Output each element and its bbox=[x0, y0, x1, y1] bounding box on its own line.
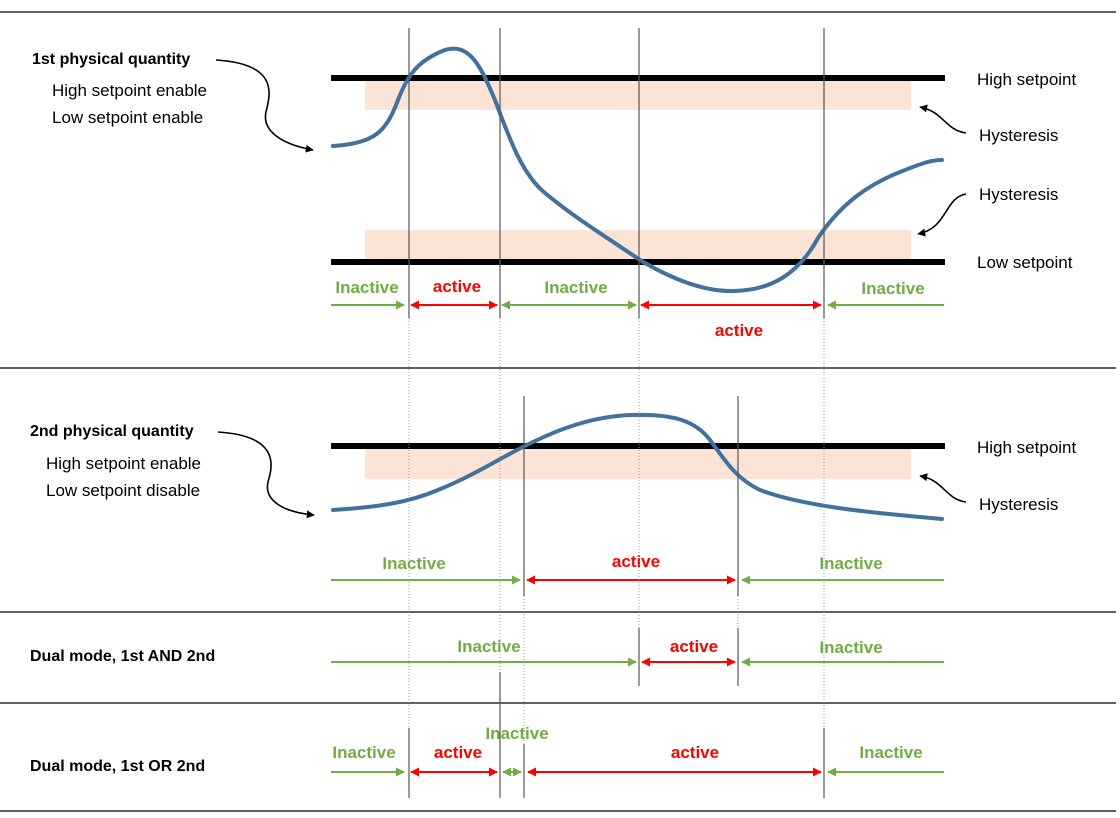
q2-line-1: High setpoint enable bbox=[46, 454, 201, 473]
panel-1st-quantity: 1st physical quantity High setpoint enab… bbox=[32, 46, 1077, 340]
transition-markers bbox=[408, 28, 825, 798]
or-state-label-1: Inactive bbox=[332, 743, 395, 762]
q2-state-label-2: active bbox=[612, 552, 660, 571]
panel-dividers bbox=[0, 11, 1116, 812]
and-title: Dual mode, 1st AND 2nd bbox=[30, 648, 215, 665]
or-state-label-3: Inactive bbox=[485, 724, 548, 743]
q2-callout-arrow bbox=[217, 431, 315, 519]
q1-title: 1st physical quantity bbox=[32, 51, 190, 68]
q1-state-label-2: active bbox=[433, 277, 481, 296]
or-state-label-4: active bbox=[671, 743, 719, 762]
q1-callout-arrow bbox=[215, 59, 314, 153]
q1-state-label-3: Inactive bbox=[544, 278, 607, 297]
q1-low-hysteresis-label: Hysteresis bbox=[979, 185, 1058, 204]
q1-high-setpoint-label: High setpoint bbox=[977, 70, 1077, 89]
q1-state-label-4: active bbox=[715, 321, 763, 340]
and-state-label-3: Inactive bbox=[819, 638, 882, 657]
q2-state-label-1: Inactive bbox=[382, 554, 445, 573]
high-hysteresis-band bbox=[365, 78, 911, 110]
q2-line-2: Low setpoint disable bbox=[46, 481, 200, 500]
q1-line-2: Low setpoint enable bbox=[52, 108, 203, 127]
and-state-label-1: Inactive bbox=[457, 637, 520, 656]
quantity-1-curve bbox=[331, 46, 944, 294]
quantity-2-curve bbox=[331, 412, 944, 521]
q2-title: 2nd physical quantity bbox=[30, 423, 194, 440]
and-state-label-2: active bbox=[670, 637, 718, 656]
q2-hysteresis-label: Hysteresis bbox=[979, 495, 1058, 514]
high-hysteresis-pointer bbox=[919, 104, 967, 134]
or-state-label-2: active bbox=[434, 743, 482, 762]
panel-dual-and: Dual mode, 1st AND 2nd Inactive active I… bbox=[30, 637, 944, 667]
q2-hysteresis-band bbox=[365, 447, 911, 479]
panel-2nd-quantity: 2nd physical quantity High setpoint enab… bbox=[30, 412, 1077, 585]
q1-state-label-5: Inactive bbox=[861, 279, 924, 298]
or-title: Dual mode, 1st OR 2nd bbox=[30, 758, 205, 775]
q2-hysteresis-pointer bbox=[919, 473, 967, 503]
q1-state-label-1: Inactive bbox=[335, 278, 398, 297]
q1-high-hysteresis-label: Hysteresis bbox=[979, 126, 1058, 145]
q1-low-setpoint-label: Low setpoint bbox=[977, 253, 1073, 272]
q2-high-setpoint-label: High setpoint bbox=[977, 438, 1077, 457]
low-hysteresis-pointer bbox=[917, 193, 967, 237]
q1-line-1: High setpoint enable bbox=[52, 81, 207, 100]
panel-dual-or: Dual mode, 1st OR 2nd Inactive active In… bbox=[30, 724, 944, 777]
q2-state-label-3: Inactive bbox=[819, 554, 882, 573]
or-state-label-5: Inactive bbox=[859, 743, 922, 762]
